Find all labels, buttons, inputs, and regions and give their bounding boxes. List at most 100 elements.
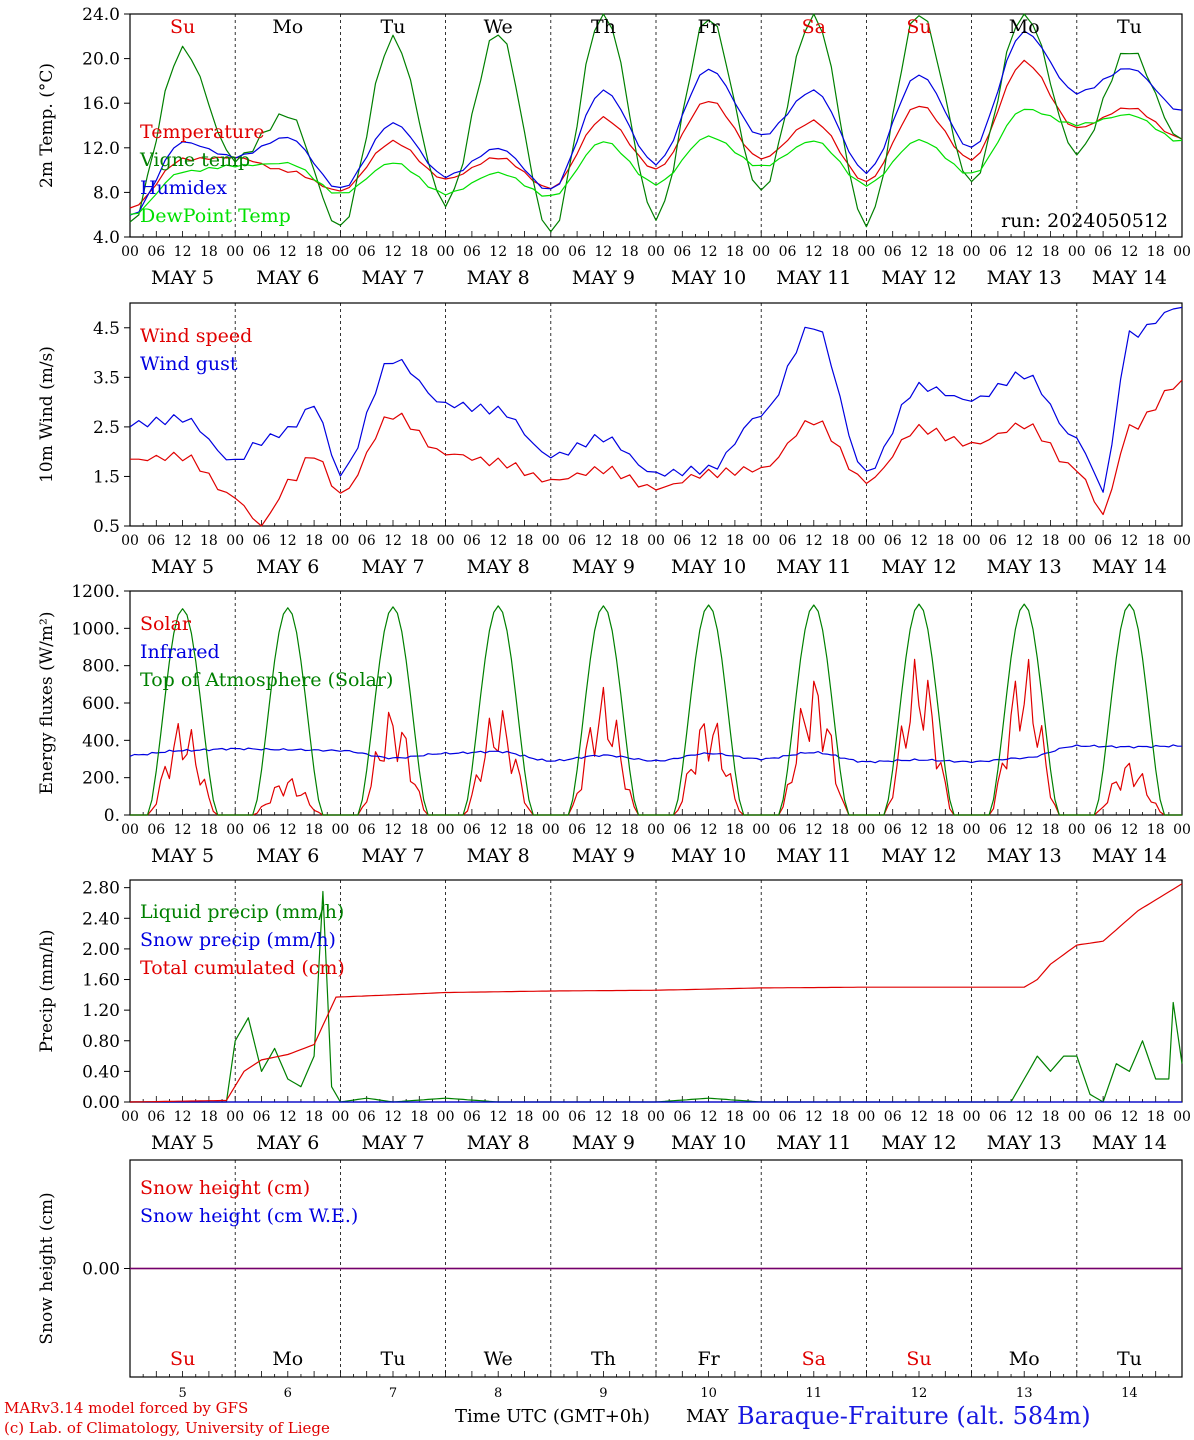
x-date-label: MAY 14 xyxy=(1092,1132,1167,1154)
y-tick-label: 1.5 xyxy=(93,467,120,487)
weekday-label: We xyxy=(484,1348,513,1370)
x-hour-label: 00 xyxy=(1068,822,1086,838)
x-hour-label: 12 xyxy=(1015,1109,1033,1125)
x-date-label: MAY 7 xyxy=(361,556,424,578)
x-date-label: MAY 8 xyxy=(467,267,530,289)
x-hour-label: 12 xyxy=(279,822,297,838)
series-line-humidex xyxy=(129,30,1183,216)
x-date-label: MAY 8 xyxy=(467,556,530,578)
x-date-label: MAY 13 xyxy=(987,556,1062,578)
x-hour-label: 06 xyxy=(779,822,797,838)
weekday-label: Tu xyxy=(1117,16,1142,38)
x-hour-label: 00 xyxy=(857,1109,875,1125)
plot-frame xyxy=(129,302,1183,527)
x-date-label: MAY 11 xyxy=(776,556,851,578)
y-tick-label: 0. xyxy=(104,806,120,826)
panel-1: 4.0 8.0 12.0 16.0 20.0 24.0 2m Temp. (°C) Tempe… xyxy=(37,5,1191,289)
x-date-label: MAY 8 xyxy=(467,845,530,867)
x-hour-label: 00 xyxy=(226,533,244,549)
x-date-label: MAY 5 xyxy=(151,1132,214,1154)
x-date-label: MAY 14 xyxy=(1092,556,1167,578)
series-line-wind-speed xyxy=(130,379,1183,527)
weekday-label: Su xyxy=(906,1348,931,1370)
y-tick-label: 1200. xyxy=(71,582,120,602)
x-hour-label: 06 xyxy=(147,822,165,838)
legend-entry: Temperature xyxy=(140,121,264,143)
x-hour-label: 12 xyxy=(1120,244,1138,260)
weekday-label: Fr xyxy=(697,16,720,38)
x-hour-label: 18 xyxy=(305,1109,323,1125)
panel-5: 0.00 Snow height (cm) Snow height (cm) Snow… xyxy=(37,1159,1183,1401)
x-hour-label: 06 xyxy=(147,244,165,260)
x-hour-label: 18 xyxy=(516,822,534,838)
x-hour-label: 18 xyxy=(1042,533,1060,549)
y-tick-label: 24.0 xyxy=(82,5,120,25)
x-hour-label: 06 xyxy=(884,822,902,838)
legend-entry: Total cumulated (cm) xyxy=(140,957,345,979)
x-date-label: MAY 7 xyxy=(361,1132,424,1154)
x-date-label: MAY 9 xyxy=(572,1132,635,1154)
weekday-label: Mo xyxy=(1009,1348,1040,1370)
x-hour-label: 12 xyxy=(805,822,823,838)
legend-entry: Snow height (cm W.E.) xyxy=(140,1205,358,1227)
y-tick-label: 200. xyxy=(82,769,120,789)
x-hour-label: 12 xyxy=(384,533,402,549)
x-hour-label: 18 xyxy=(936,822,954,838)
y-tick-label: 0.00 xyxy=(82,1093,120,1113)
series-line-dewpoint-temp xyxy=(129,108,1183,215)
x-hour-label: 00 xyxy=(331,533,349,549)
x-hour-label: 18 xyxy=(1042,1109,1060,1125)
x-hour-label: 06 xyxy=(673,1109,691,1125)
x-hour-label: 00 xyxy=(857,822,875,838)
legend-entry: Vigne temp xyxy=(139,149,250,171)
panel-3: 0. 200. 400. 600. 800. 1000. 1200. Energy fluxe… xyxy=(37,582,1191,867)
x-hour-label: 12 xyxy=(279,533,297,549)
x-hour-label: 18 xyxy=(726,244,744,260)
legend-entry: Infrared xyxy=(140,641,220,663)
x-date-label: MAY 10 xyxy=(671,1132,746,1154)
x-hour-label: 06 xyxy=(358,244,376,260)
y-axis-label: Snow height (cm) xyxy=(37,1192,57,1344)
day-number-label: 9 xyxy=(599,1386,607,1401)
x-hour-label: 06 xyxy=(673,533,691,549)
series-line-infrared xyxy=(129,744,1182,764)
x-hour-label: 06 xyxy=(253,822,271,838)
x-date-label: MAY 7 xyxy=(361,845,424,867)
x-hour-label: 00 xyxy=(857,244,875,260)
x-hour-label: 06 xyxy=(253,1109,271,1125)
day-number-label: 12 xyxy=(911,1386,928,1401)
x-hour-label: 00 xyxy=(647,822,665,838)
x-date-label: MAY 7 xyxy=(361,267,424,289)
x-hour-label: 00 xyxy=(752,1109,770,1125)
y-tick-label: 800. xyxy=(82,657,120,677)
weekday-label: Tu xyxy=(381,16,406,38)
x-hour-label: 06 xyxy=(358,533,376,549)
x-hour-label: 06 xyxy=(1094,822,1112,838)
y-tick-label: 600. xyxy=(82,694,120,714)
x-hour-label: 12 xyxy=(489,1109,507,1125)
series-line-temperature xyxy=(129,59,1183,209)
y-tick-label: 2.5 xyxy=(93,418,120,438)
x-date-label: MAY 10 xyxy=(671,845,746,867)
legend-entry: DewPoint Temp xyxy=(140,205,291,227)
day-number-label: 14 xyxy=(1121,1386,1138,1401)
weekday-label: Su xyxy=(170,16,195,38)
weekday-label: Tu xyxy=(1117,1348,1142,1370)
x-hour-label: 12 xyxy=(805,533,823,549)
x-date-label: MAY 12 xyxy=(881,556,956,578)
x-date-label: MAY 5 xyxy=(151,267,214,289)
x-hour-label: 06 xyxy=(1094,244,1112,260)
legend-entry: Liquid precip (mm/h) xyxy=(140,901,344,923)
x-hour-label: 06 xyxy=(989,1109,1007,1125)
panel-4: 0.00 0.40 0.80 1.20 1.60 2.00 2.40 2.80 Precip (… xyxy=(37,879,1191,1154)
legend-entry: Wind speed xyxy=(140,325,252,347)
x-hour-label: 18 xyxy=(621,1109,639,1125)
legend-entry: Snow height (cm) xyxy=(140,1177,310,1199)
x-hour-label: 06 xyxy=(358,822,376,838)
weekday-label: Sa xyxy=(802,16,826,38)
x-hour-label: 06 xyxy=(568,822,586,838)
x-hour-label: 12 xyxy=(174,1109,192,1125)
weekday-label: Fr xyxy=(697,1348,720,1370)
x-hour-label: 00 xyxy=(752,822,770,838)
legend-entry: Top of Atmosphere (Solar) xyxy=(140,669,393,691)
